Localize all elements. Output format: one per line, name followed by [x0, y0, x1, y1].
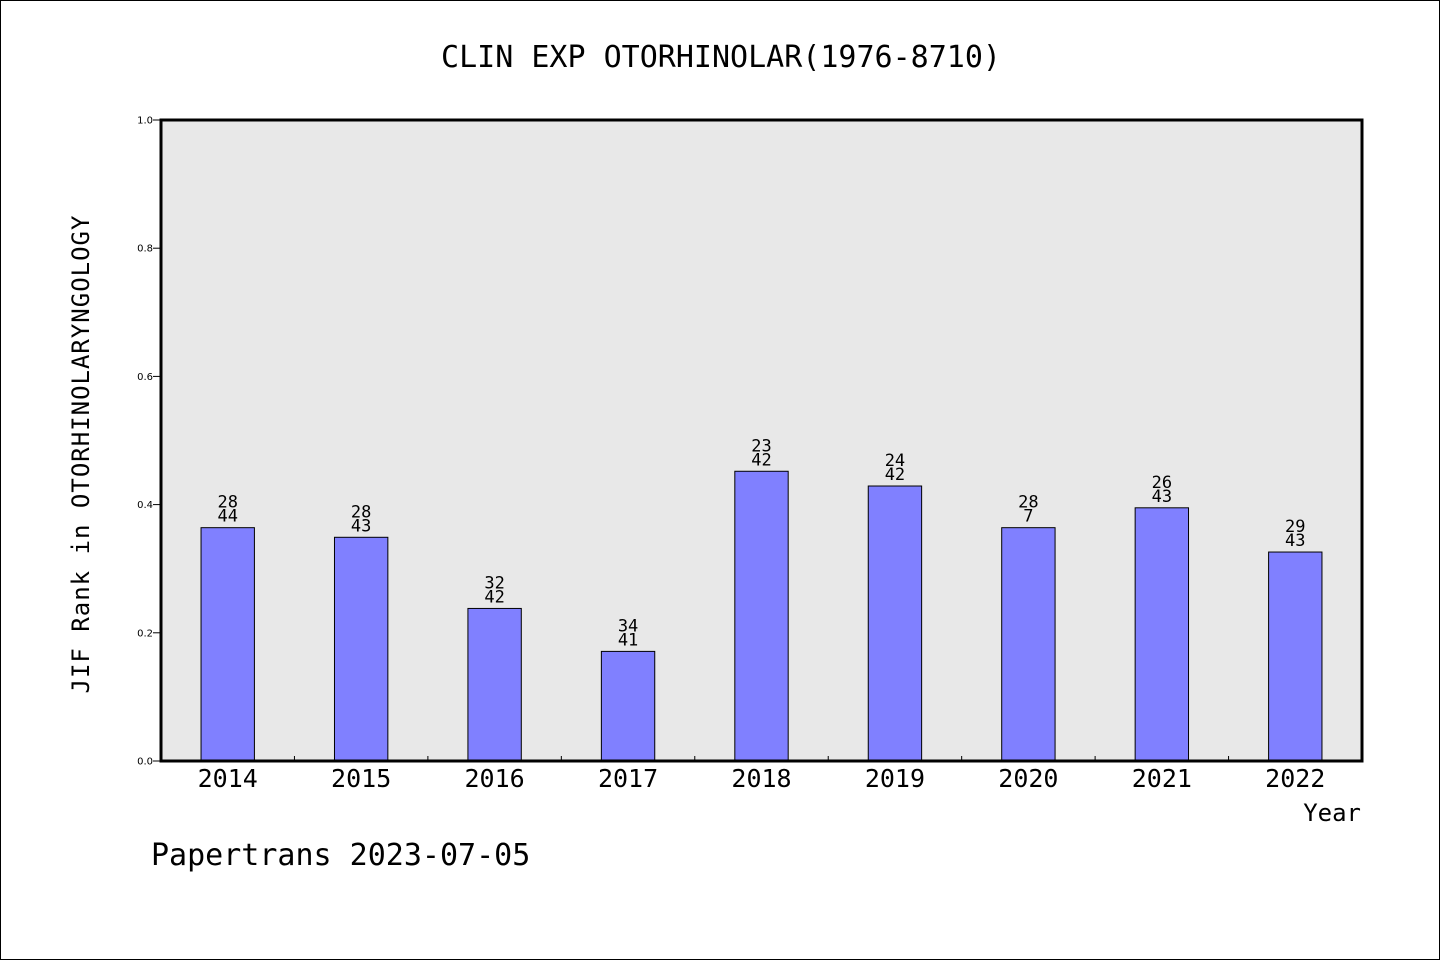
bar-label-top: 26 [1152, 473, 1172, 493]
bar-label-top: 32 [484, 573, 504, 593]
bar [1001, 527, 1056, 762]
y-axis-label: JIF Rank in OTORHINOLARYNGOLOGY [67, 215, 95, 694]
bar-label-bottom: 43 [1152, 487, 1172, 507]
y-tick-label: 0.8 [137, 244, 153, 255]
x-tick-label: 2017 [598, 764, 658, 793]
y-axis: 0.0 0.2 0.4 0.6 0.8 1.0 [137, 116, 161, 768]
x-tick-label: 2019 [865, 764, 925, 793]
bar-label-bottom: 42 [885, 465, 905, 485]
bar-label-bottom: 42 [751, 450, 771, 470]
bar [600, 650, 656, 762]
y-tick-label: 0.4 [137, 500, 153, 511]
bar [333, 536, 389, 762]
bar-label-top: 34 [618, 616, 638, 636]
bar [200, 527, 255, 762]
bar-label-top: 28 [1018, 493, 1038, 513]
bar [734, 470, 789, 762]
bar [467, 607, 522, 762]
x-tick-label: 2021 [1132, 764, 1192, 793]
x-tick-label: 2022 [1265, 764, 1325, 793]
chart-title: CLIN EXP OTORHINOLAR(1976-8710) [441, 40, 1001, 75]
bar [1134, 507, 1190, 762]
bar-label-top: 28 [351, 502, 371, 522]
bar [1268, 551, 1323, 762]
x-tick-label: 2020 [998, 764, 1058, 793]
bar-label-bottom: 7 [1023, 507, 1033, 527]
bar-label-bottom: 42 [484, 587, 504, 607]
x-tick-label: 2018 [731, 764, 791, 793]
plot-frame [159, 118, 1364, 763]
x-axis: 2014 2015 2016 2017 2018 2019 2020 2021 2022 [198, 756, 1325, 793]
bar-label-bottom: 44 [217, 507, 237, 527]
footer-text: Papertrans 2023-07-05 [151, 838, 530, 873]
bar-label-bottom: 43 [1285, 531, 1305, 551]
y-tick-label: 0.0 [137, 757, 153, 768]
y-tick-label: 1.0 [137, 116, 153, 127]
bar-label-top: 28 [217, 493, 237, 513]
x-tick-label: 2015 [331, 764, 391, 793]
bar-label-top: 24 [885, 451, 905, 471]
x-tick-label: 2014 [198, 764, 258, 793]
bar-label-top: 29 [1285, 517, 1305, 537]
y-tick-label: 0.2 [137, 628, 153, 639]
y-tick-label: 0.6 [137, 372, 153, 383]
x-axis-label: Year [1303, 799, 1361, 827]
bar-label-top: 23 [751, 436, 771, 456]
bar-label-bottom: 43 [351, 516, 371, 536]
bar-label-bottom: 41 [618, 630, 638, 650]
bar [867, 485, 923, 762]
x-tick-label: 2016 [465, 764, 525, 793]
